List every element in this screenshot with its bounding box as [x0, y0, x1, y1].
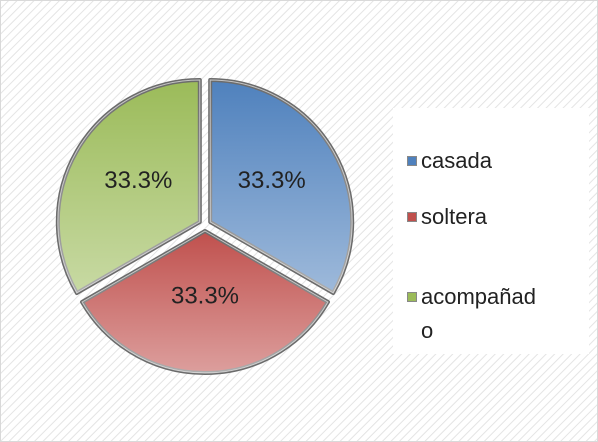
data-label: 33.3%	[104, 167, 172, 194]
legend-label: soltera	[421, 204, 488, 229]
legend-entry: soltera	[407, 200, 541, 234]
legend: casada soltera acompañado	[393, 108, 589, 354]
legend-entry: acompañado	[407, 280, 541, 348]
legend-swatch	[407, 156, 417, 166]
legend-swatch	[407, 292, 417, 302]
slice-shine	[57, 79, 201, 294]
legend-entry: casada	[407, 144, 541, 178]
legend-swatch	[407, 212, 417, 222]
data-label: 33.3%	[238, 167, 306, 194]
slice-shine	[209, 79, 353, 294]
legend-label: casada	[421, 148, 492, 173]
legend-label: acompañado	[421, 284, 536, 343]
data-label: 33.3%	[171, 282, 239, 309]
slice-shine	[81, 230, 329, 374]
